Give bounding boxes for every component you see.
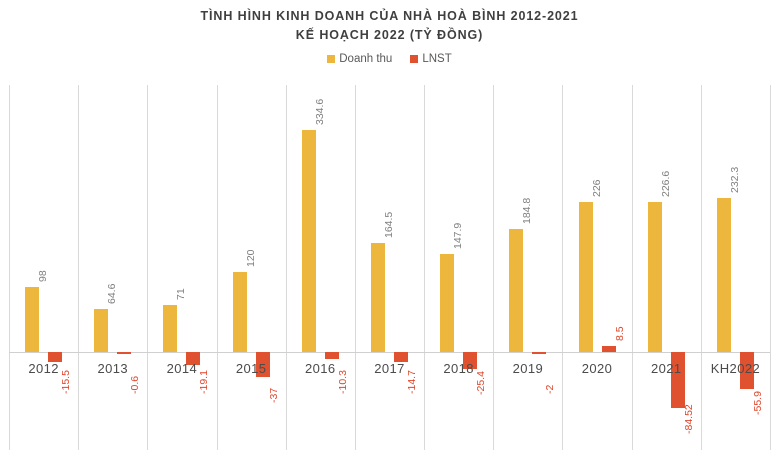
bar-label-revenue-2019: 184.8 (521, 198, 534, 225)
gridline (632, 85, 633, 450)
category-label-2015: 2015 (235, 361, 267, 376)
bar-label-profit-2015: -37 (267, 387, 280, 403)
bar-revenue-2019[interactable] (509, 229, 524, 352)
chart-title-line-2: KẾ HOẠCH 2022 (TỶ ĐỒNG) (295, 28, 484, 42)
bar-revenue-2014[interactable] (163, 304, 178, 352)
legend-item-label: Doanh thu (339, 52, 393, 65)
gridline (78, 85, 79, 450)
bar-revenue-2021[interactable] (647, 201, 662, 352)
bar-label-revenue-2018: 147.9 (452, 222, 465, 249)
gridline (147, 85, 148, 450)
gridline (217, 85, 218, 450)
chart-category-group: 232.3 -55.9 (701, 85, 770, 450)
gridline (424, 85, 425, 450)
bar-label-revenue-2012: 98 (37, 270, 50, 282)
bar-profit-2020[interactable] (601, 346, 616, 352)
bar-revenue-2016[interactable] (301, 129, 316, 352)
chart-title-block: TÌNH HÌNH KINH DOANH CỦA NHÀ HOÀ BÌNH 20… (0, 0, 779, 45)
bar-label-profit-2020: 8.5 (613, 326, 626, 342)
legend-item-label: LNST (422, 52, 452, 65)
category-label-2012: 2012 (28, 361, 59, 376)
gridline (9, 85, 10, 450)
chart-zero-axis-line (9, 352, 770, 353)
bar-revenue-KH2022[interactable] (716, 197, 731, 352)
bar-profit-KH2022[interactable] (739, 352, 754, 390)
chart-category-group: 120 -37 (217, 85, 286, 450)
bar-revenue-2020[interactable] (578, 201, 593, 352)
category-label-2019: 2019 (512, 361, 544, 376)
category-label-KH2022: KH2022 (710, 361, 761, 376)
bar-label-revenue-2015: 120 (244, 249, 257, 268)
chart-category-group: 184.8 -2 (493, 85, 562, 450)
bar-label-revenue-2021: 226.6 (659, 170, 672, 197)
category-label-2013: 2013 (97, 361, 129, 376)
bar-revenue-2015[interactable] (232, 272, 247, 352)
bar-label-revenue-2016: 334.6 (313, 98, 326, 125)
gridline (493, 85, 494, 450)
category-label-2014: 2014 (166, 361, 198, 376)
chart-category-group: 71 -19.1 (147, 85, 216, 450)
gridline (355, 85, 356, 450)
chart-category-group: 64.6 -0.6 (78, 85, 147, 450)
bar-profit-2018[interactable] (463, 352, 478, 369)
legend-item-lnst[interactable]: LNST (410, 50, 452, 68)
bar-label-profit-KH2022: -55.9 (751, 391, 764, 416)
chart-category-group: 147.9 -25.4 (424, 85, 493, 450)
bar-profit-2021[interactable] (670, 352, 685, 409)
chart-category-group: 98 -15.5 (9, 85, 78, 450)
category-label-2020: 2020 (581, 361, 613, 376)
bar-label-profit-2019: -2 (544, 384, 557, 394)
chart-category-group: 226.6 -84.52 (632, 85, 701, 450)
chart-category-group: 334.6 -10.3 (286, 85, 355, 450)
bar-profit-2015[interactable] (255, 352, 270, 377)
bar-label-revenue-2013: 64.6 (106, 283, 119, 305)
category-label-2018: 2018 (443, 361, 474, 376)
bar-revenue-2013[interactable] (94, 309, 109, 352)
bar-revenue-2017[interactable] (370, 242, 385, 352)
chart-plot-area: 98 -15.5 64.6 -0.6 71 -19.1 120 -37 334.6 -10.3 16… (9, 85, 771, 450)
bar-profit-2014[interactable] (186, 352, 201, 365)
bar-profit-2016[interactable] (324, 352, 339, 359)
gridline (562, 85, 563, 450)
bar-profit-2013[interactable] (117, 352, 132, 354)
bar-label-profit-2021: -84.52 (682, 404, 695, 435)
gridline (701, 85, 702, 450)
square-swatch-icon (410, 54, 419, 63)
bar-profit-2012[interactable] (48, 352, 63, 363)
bar-label-revenue-2017: 164.5 (382, 211, 395, 238)
square-swatch-icon (327, 54, 336, 63)
chart-legend: Doanh thu LNST (0, 50, 779, 66)
bar-label-revenue-KH2022: 232.3 (728, 166, 741, 193)
bar-revenue-2012[interactable] (25, 286, 40, 352)
bar-profit-2019[interactable] (532, 352, 547, 354)
bar-revenue-2018[interactable] (440, 253, 455, 352)
legend-item-doanh-thu[interactable]: Doanh thu (327, 50, 392, 68)
bar-profit-2017[interactable] (393, 352, 408, 362)
chart-category-group: 164.5 -14.7 (355, 85, 424, 450)
gridline (286, 85, 287, 450)
chart-category-group: 226 8.5 (562, 85, 631, 450)
category-label-2017: 2017 (374, 361, 405, 376)
category-label-2016: 2016 (305, 361, 336, 376)
bar-label-profit-2013: -0.6 (129, 375, 142, 394)
category-label-2021: 2021 (650, 361, 682, 376)
bar-label-revenue-2014: 71 (175, 288, 188, 300)
gridline (770, 85, 771, 450)
bar-label-revenue-2020: 226 (590, 179, 603, 197)
chart-title-line-1: TÌNH HÌNH KINH DOANH CỦA NHÀ HOÀ BÌNH 20… (200, 9, 579, 23)
